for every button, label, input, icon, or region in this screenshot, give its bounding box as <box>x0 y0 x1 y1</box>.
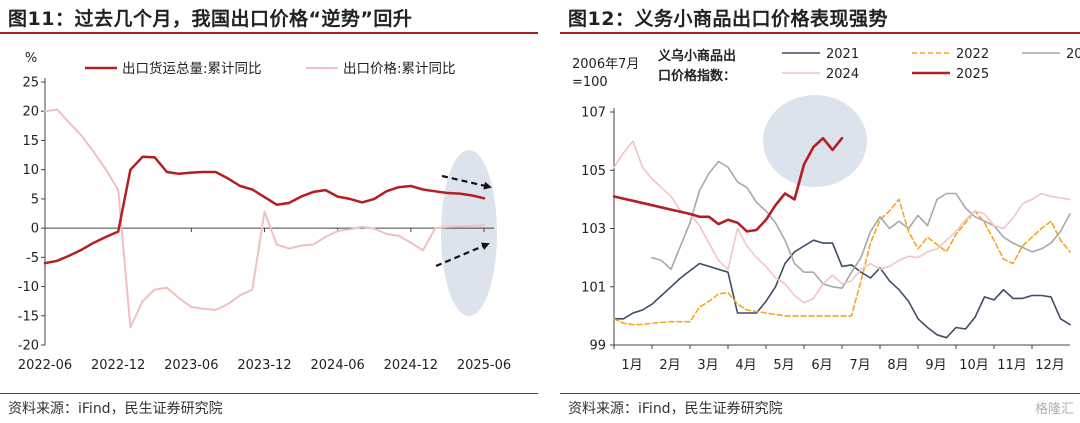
legend-label-2022: 2022 <box>956 47 989 62</box>
legend-label-2023: 2023 <box>1066 47 1080 62</box>
x-tick-label: 2023-12 <box>237 358 291 373</box>
y-tick-label: -20 <box>18 339 39 354</box>
y-tick-label: 101 <box>581 280 606 295</box>
legend-label-2025: 2025 <box>956 67 989 82</box>
export-price-chart: % -20 -15 -10 -5 0 5 10 15 20 25 2022-06 2022-12 2023… <box>18 51 511 373</box>
x-tick-label: 9月 <box>925 358 946 373</box>
x-tick-label: 2月 <box>659 358 680 373</box>
series-line-2021 <box>613 239 1071 339</box>
figure-12-panel: 图12：义务小商品出口价格表现强势 99 101 103 105 107 1月 2月 3月 4月… <box>560 0 1080 423</box>
series-line-2022 <box>613 198 1071 326</box>
highlight-ellipse <box>441 150 497 316</box>
x-tick-label: 2024-12 <box>384 358 438 373</box>
x-tick-label: 2025-06 <box>457 358 511 373</box>
x-tick-label: 6月 <box>811 358 832 373</box>
y-unit-label: % <box>25 51 37 66</box>
legend-label-2021: 2021 <box>826 47 859 62</box>
y-tick-label: -15 <box>18 309 39 324</box>
figure-11-panel: 图11：过去几个月，我国出口价格“逆势”回升 % -20 -15 -10 -5 0 5 10 1… <box>0 0 538 423</box>
x-tick-label: 1月 <box>621 358 642 373</box>
y-tick-label: 5 <box>31 192 39 207</box>
x-tick-label: 8月 <box>887 358 908 373</box>
y-tick-label: 103 <box>581 222 606 237</box>
x-tick-label: 2023-06 <box>164 358 218 373</box>
series-line-freight-volume <box>43 155 486 265</box>
series-line-2023 <box>651 160 1071 290</box>
y-tick-label: 105 <box>581 164 606 179</box>
y-unit-label: =100 <box>572 75 608 90</box>
y-tick-label: 25 <box>22 76 39 91</box>
y-tick-label: 0 <box>31 222 39 237</box>
watermark-logo: 格隆汇 <box>1034 402 1074 417</box>
x-tick-label: 3月 <box>697 358 718 373</box>
source-divider <box>0 393 538 394</box>
x-tick-label: 2024-06 <box>311 358 365 373</box>
legend-label-2024: 2024 <box>826 67 859 82</box>
x-tick-label: 11月 <box>997 358 1027 373</box>
x-tick-label: 2022-12 <box>91 358 145 373</box>
series-line-2025 <box>612 136 844 233</box>
x-tick-label: 12月 <box>1035 358 1065 373</box>
title-divider <box>0 32 538 34</box>
legend-title: 口价格指数： <box>658 68 736 84</box>
y-tick-label: 10 <box>22 163 39 178</box>
highlight-ellipse <box>763 95 867 187</box>
y-tick-label: 20 <box>22 105 39 120</box>
figure-11-title: 图11：过去几个月，我国出口价格“逆势”回升 <box>8 8 413 30</box>
x-tick-label: 2022-06 <box>18 358 72 373</box>
source-note: 资料来源：iFind，民生证券研究院 <box>8 401 223 417</box>
x-tick-label: 4月 <box>735 358 756 373</box>
source-note: 资料来源：iFind，民生证券研究院 <box>568 401 783 417</box>
yiwu-price-index-chart: 99 101 103 105 107 1月 2月 3月 4月 5月 6月 7月 8月 9月 10月 11月 12… <box>572 47 1080 373</box>
y-tick-label: -5 <box>26 251 39 266</box>
title-divider <box>560 32 1080 34</box>
y-tick-label: 15 <box>22 134 39 149</box>
y-tick-label: -10 <box>18 280 39 295</box>
legend-label: 出口货运总量:累计同比 <box>122 60 262 77</box>
x-tick-label: 7月 <box>849 358 870 373</box>
figure-12-title: 图12：义务小商品出口价格表现强势 <box>568 8 888 30</box>
y-tick-label: 99 <box>589 339 606 354</box>
x-tick-label: 5月 <box>773 358 794 373</box>
y-unit-label: 2006年7月 <box>572 57 639 72</box>
up-trend-arrow <box>441 174 492 190</box>
x-tick-label: 10月 <box>959 358 989 373</box>
legend-title: 义乌小商品出 <box>658 48 736 64</box>
series-line-export-price <box>44 108 485 329</box>
source-divider <box>560 393 1080 394</box>
y-tick-label: 107 <box>581 106 606 121</box>
legend-label: 出口价格:累计同比 <box>343 61 456 77</box>
